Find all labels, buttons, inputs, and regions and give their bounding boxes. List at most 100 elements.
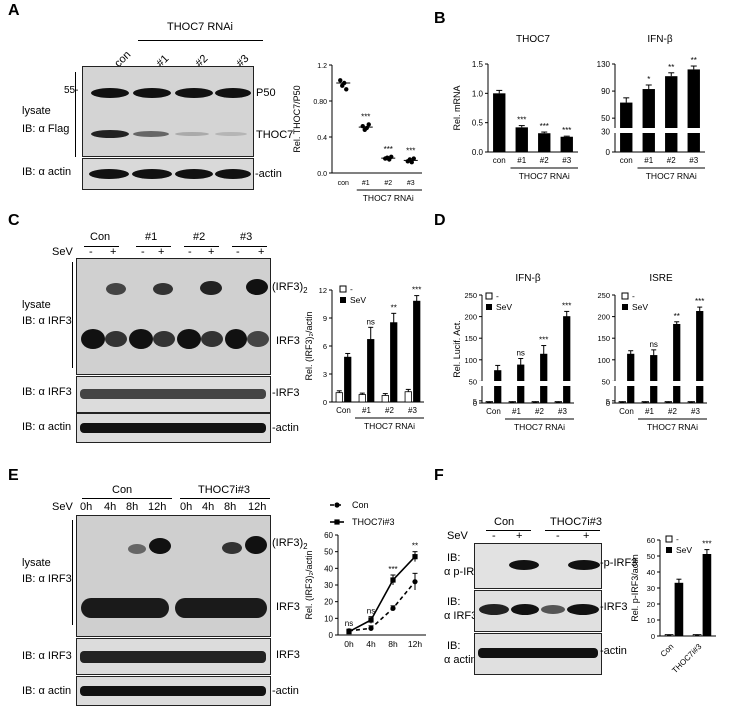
- panel-c-minus: -: [188, 246, 192, 258]
- y-tick-label: 100: [464, 356, 477, 365]
- x-tick-label: #1: [362, 406, 371, 415]
- legend-label: -: [350, 284, 353, 294]
- panel-f-blot-irf3: [474, 590, 602, 632]
- panel-c-lane-line: [184, 246, 219, 247]
- x-group-label: THOC7 RNAi: [519, 171, 570, 181]
- panel-f-blot-pirf3: [474, 543, 602, 589]
- y-tick-label: 0: [651, 632, 655, 641]
- panel-c-plus: +: [158, 246, 165, 258]
- dimer-sub: 2: [303, 286, 308, 296]
- x-tick-label: Con: [659, 642, 676, 659]
- significance-label: ***: [540, 122, 549, 131]
- panel-c-lane-con: Con: [90, 231, 111, 243]
- panel-e-group-line: [180, 498, 270, 499]
- significance-label: **: [674, 312, 680, 321]
- data-point: [412, 579, 418, 585]
- panel-f-group-con: Con: [494, 516, 515, 528]
- panel-e-chart: 0 10 20 30 40 50 60 Rel. (IRF3)₂/actin 0h 4h 8h 12h…: [304, 500, 426, 649]
- panel-a-chart: 0.0 0.4 0.80 1.2 Rel. THOC7/P50 con #1 *** #2 ***…: [292, 63, 422, 203]
- blot-band: [246, 279, 268, 295]
- chart-title: IFN-β: [515, 273, 540, 284]
- blot-band: [245, 536, 267, 554]
- bar: [642, 89, 655, 152]
- blot-band: [478, 648, 598, 658]
- panel-c-ib-actin: IB: α actin: [22, 421, 72, 433]
- panel-c-plus: +: [258, 246, 265, 258]
- x-group-label: THOC7 RNAi: [364, 421, 415, 431]
- y-tick-label: 0: [473, 399, 477, 408]
- x-tick-label: #3: [689, 156, 698, 165]
- panel-e-blot-irf3: [76, 638, 271, 675]
- legend-swatch: [339, 285, 347, 293]
- legend-label: -: [632, 291, 635, 301]
- legend-label: -: [676, 534, 679, 544]
- blot-band: [541, 605, 565, 614]
- bar: [650, 355, 658, 404]
- bar: [413, 300, 421, 403]
- significance-label: ***: [539, 336, 548, 345]
- y-tick-label: 40: [324, 564, 333, 573]
- significance-label: ***: [406, 147, 415, 156]
- blot-band: [132, 169, 172, 179]
- bar: [390, 322, 398, 403]
- panel-e-band-irf3: IRF3: [276, 601, 300, 613]
- legend-label: SeV: [350, 295, 366, 305]
- legend-swatch: [622, 304, 628, 310]
- blot-band: [175, 132, 209, 136]
- x-tick-label: #2: [384, 180, 392, 187]
- x-tick-label: #2: [540, 156, 549, 165]
- panel-c-blot-irf3: [76, 376, 271, 413]
- y-tick-label: 50: [469, 377, 477, 386]
- panel-f-band2: -IRF3: [600, 601, 628, 613]
- panel-c-band-irf3: IRF3: [276, 335, 300, 347]
- bar: [381, 395, 389, 403]
- panel-a-ib-flag: IB: α Flag: [22, 123, 70, 135]
- y-tick-label: 50: [602, 377, 610, 386]
- y-tick-label: 0: [606, 148, 611, 157]
- y-tick-label: 60: [647, 536, 655, 545]
- blot-band: [175, 598, 267, 618]
- panel-c-ib-irf3: IB: α IRF3: [22, 315, 72, 327]
- panel-a-blot-actin: [82, 158, 254, 190]
- panel-e-group-con: Con: [112, 484, 133, 496]
- significance-label: **: [691, 56, 697, 65]
- y-tick-label: 9: [323, 314, 327, 323]
- panel-a-group-line: [138, 40, 263, 41]
- x-group-label: THOC7 RNAi: [514, 422, 565, 432]
- data-point: [412, 554, 418, 560]
- y-tick-label: 30: [601, 128, 610, 137]
- significance-label: ***: [361, 112, 370, 121]
- panel-a-label: A: [8, 2, 20, 19]
- bar: [620, 102, 633, 152]
- panel-f-blot-actin: [474, 633, 602, 675]
- panel-e-blot-actin: [76, 676, 271, 706]
- significance-label: ***: [562, 126, 571, 135]
- axis-break: [611, 128, 705, 133]
- panel-f-chart: 0 10 20 30 40 50 60 Rel. p-IRF3/actin -SeV Con ***…: [630, 534, 716, 675]
- significance-label: **: [412, 542, 418, 551]
- panel-c-sev: SeV: [52, 246, 73, 258]
- legend-swatch: [486, 304, 492, 310]
- panel-c-band-irf3-total: -IRF3: [272, 387, 300, 399]
- legend-label: THOC7i#3: [352, 517, 395, 527]
- panel-c-blot-native: [76, 258, 271, 375]
- panel-c-lane-2: #2: [193, 231, 206, 243]
- panel-f-band3: -actin: [600, 645, 627, 657]
- panel-e-time: 4h: [202, 501, 215, 513]
- y-tick-label: 0: [329, 631, 334, 640]
- panel-f-ib2b: α IRF3: [444, 610, 478, 622]
- y-tick-label: 20: [324, 598, 333, 607]
- bar: [665, 76, 678, 152]
- y-tick-label: 30: [324, 581, 333, 590]
- blot-band: [153, 283, 173, 295]
- y-tick-label: 90: [601, 87, 610, 96]
- series-line: [348, 556, 416, 633]
- data-point: [390, 605, 396, 611]
- legend-label: SeV: [632, 302, 648, 312]
- y-tick-label: 0.4: [317, 135, 327, 142]
- y-tick-label: 150: [597, 334, 610, 343]
- significance-label: ***: [702, 540, 711, 549]
- blot-band: [149, 538, 171, 554]
- blot-band: [128, 544, 146, 554]
- blot-band: [201, 331, 223, 347]
